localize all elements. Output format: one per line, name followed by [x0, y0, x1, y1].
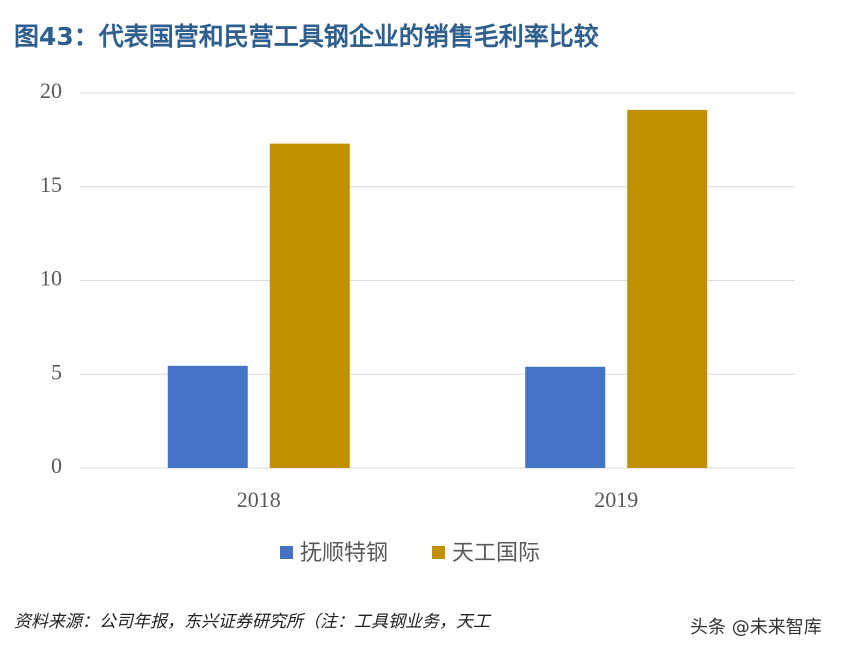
x-tick-label: 2019 [594, 487, 638, 512]
y-tick-label: 20 [40, 78, 62, 103]
legend-swatch [280, 546, 293, 559]
source-note: 资料来源：公司年报，东兴证券研究所（注：工具钢业务，天工 [14, 612, 492, 632]
legend-swatch [432, 546, 445, 559]
y-tick-label: 5 [51, 359, 62, 384]
bar [525, 366, 606, 468]
y-tick-label: 15 [40, 172, 62, 197]
legend-label: 抚顺特钢 [300, 541, 388, 566]
legend-label: 天工国际 [452, 541, 540, 566]
bar [627, 109, 708, 468]
y-tick-label: 0 [51, 453, 62, 478]
chart-title: 图43：代表国营和民营工具钢企业的销售毛利率比较 [14, 22, 599, 51]
x-tick-label: 2018 [237, 487, 281, 512]
bar [167, 365, 248, 468]
watermark: 头条 @未来智库 [690, 617, 822, 638]
y-tick-label: 10 [40, 266, 62, 291]
bar [269, 143, 350, 468]
